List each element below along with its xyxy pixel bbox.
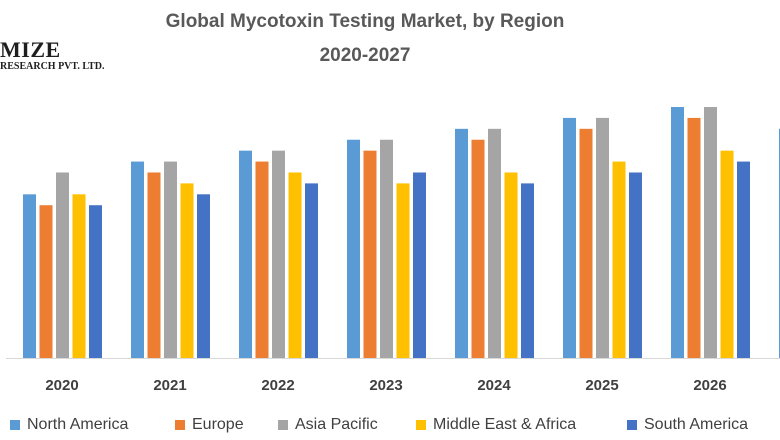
bar-europe-2020 <box>39 205 53 358</box>
legend-item: South America <box>627 414 748 436</box>
bar-south-america-2026 <box>737 161 750 358</box>
legend-swatch <box>278 420 288 430</box>
bar-middle-east-africa-2022 <box>288 172 302 358</box>
x-tick-label: 2023 <box>369 377 402 394</box>
bar-europe-2021 <box>147 172 161 358</box>
bar-asia-pacific-2021 <box>164 161 177 358</box>
bar-asia-pacific-2025 <box>596 117 609 358</box>
bar-south-america-2020 <box>89 205 102 358</box>
bar-north-america-2020 <box>23 194 36 358</box>
legend-item: Middle East & Africa <box>416 414 576 436</box>
bar-asia-pacific-2023 <box>380 139 393 358</box>
chart-legend: North America Europe Asia Pacific Middle Ea… <box>0 414 780 436</box>
x-tick-label: 2026 <box>693 377 726 394</box>
legend-label: South America <box>644 416 749 433</box>
legend-item: Asia Pacific <box>278 414 378 436</box>
bar-north-america-2025 <box>563 117 576 358</box>
bar-south-america-2023 <box>413 172 426 358</box>
legend-swatch <box>175 420 185 430</box>
x-tick-label: 2022 <box>261 377 294 394</box>
bar-middle-east-africa-2021 <box>180 183 194 358</box>
bar-middle-east-africa-2026 <box>720 150 734 358</box>
legend-label: Middle East & Africa <box>433 416 577 433</box>
bar-europe-2022 <box>255 161 269 358</box>
bar-middle-east-africa-2024 <box>504 172 518 358</box>
legend-swatch <box>10 420 20 430</box>
bar-north-america-2021 <box>131 161 144 358</box>
bar-north-america-2024 <box>455 128 468 358</box>
bar-asia-pacific-2026 <box>704 107 717 358</box>
legend-label: Europe <box>192 416 244 433</box>
bar-europe-2026 <box>687 117 701 358</box>
x-tick-label: 2020 <box>45 377 78 394</box>
bar-middle-east-africa-2025 <box>612 161 626 358</box>
bar-asia-pacific-2024 <box>488 128 501 358</box>
bar-north-america-2023 <box>347 139 360 358</box>
x-tick-label: 2024 <box>477 377 511 394</box>
bar-south-america-2024 <box>521 183 534 358</box>
bar-south-america-2021 <box>197 194 210 358</box>
bar-north-america-2022 <box>239 150 252 358</box>
legend-swatch <box>627 420 637 430</box>
x-tick-label: 2025 <box>585 377 618 394</box>
company-logo-subtext: RESEARCH PVT. LTD. <box>0 61 105 72</box>
chart-subtitle: 2020-2027 <box>319 45 411 66</box>
chart-title: Global Mycotoxin Testing Market, by Regi… <box>165 11 565 32</box>
legend-label: North America <box>27 416 129 433</box>
x-tick-label: 2021 <box>153 377 186 394</box>
bar-south-america-2022 <box>305 183 318 358</box>
bar-middle-east-africa-2020 <box>72 194 86 358</box>
bar-asia-pacific-2022 <box>272 150 285 358</box>
legend-label: Asia Pacific <box>295 416 378 433</box>
bar-north-america-2026 <box>671 107 684 358</box>
company-logo-text: MIZE <box>0 37 61 62</box>
bar-asia-pacific-2020 <box>56 172 69 358</box>
bar-europe-2025 <box>579 128 593 358</box>
bar-south-america-2025 <box>629 172 642 358</box>
bar-europe-2023 <box>363 150 377 358</box>
legend-item: North America <box>10 414 128 436</box>
legend-item: Europe <box>175 414 244 436</box>
bar-middle-east-africa-2023 <box>396 183 410 358</box>
bar-europe-2024 <box>471 139 485 358</box>
legend-swatch <box>416 420 426 430</box>
